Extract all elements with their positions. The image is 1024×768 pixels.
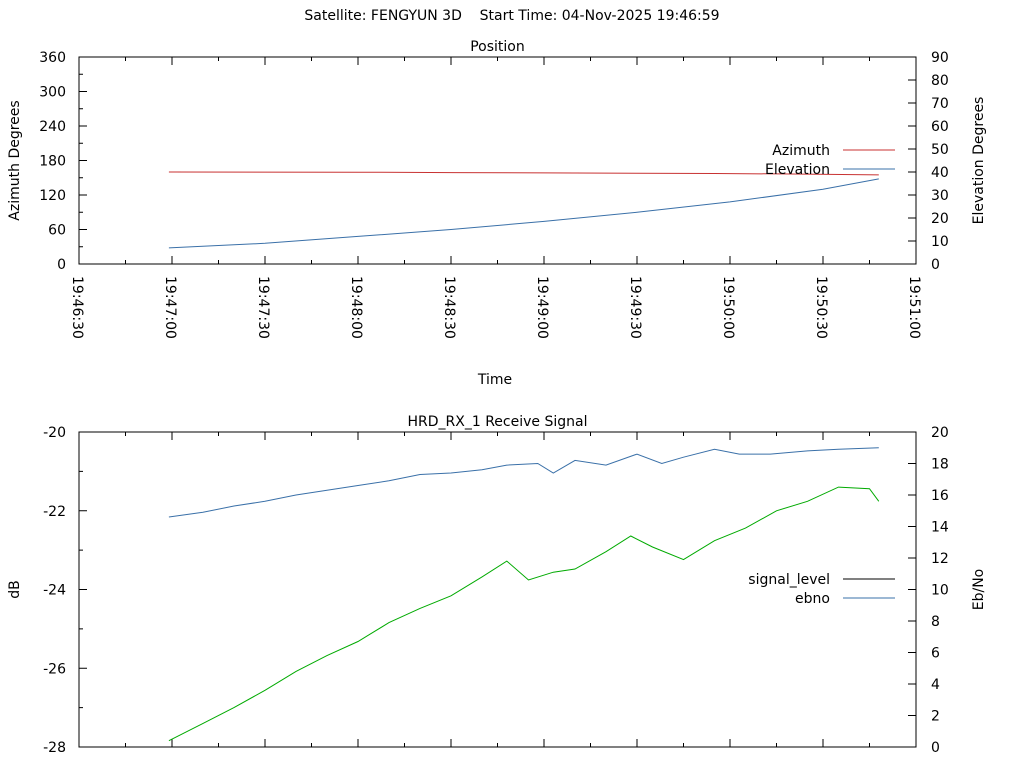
y2-tick-label-1: 80 bbox=[931, 73, 949, 89]
y-axis-label-2: dB bbox=[7, 580, 23, 599]
legend-label-ebno: ebno bbox=[795, 591, 830, 607]
plot-frame-2 bbox=[78, 431, 917, 748]
y2-tick-label-2: 10 bbox=[931, 583, 949, 599]
series-line-1-1 bbox=[168, 178, 879, 249]
y-tick-label-2: -26 bbox=[43, 661, 66, 677]
x-tick-label: 19:50:00 bbox=[720, 276, 736, 339]
x-axis-label: Time bbox=[477, 372, 512, 388]
y2-tick-label-1: 70 bbox=[931, 96, 949, 112]
y2-tick-label-2: 2 bbox=[931, 709, 940, 725]
y2-tick-label-1: 0 bbox=[931, 257, 940, 273]
x-tick-label: 19:51:00 bbox=[906, 276, 922, 339]
y-tick-label-1: 360 bbox=[39, 50, 66, 66]
y2-tick-label-1: 20 bbox=[931, 211, 949, 227]
series-line-2-2 bbox=[168, 486, 880, 742]
y2-tick-label-2: 4 bbox=[931, 677, 940, 693]
y-tick-label-1: 240 bbox=[39, 119, 66, 135]
y-tick-label-2: -22 bbox=[43, 504, 66, 520]
x-tick-label: 19:48:30 bbox=[441, 276, 457, 339]
chart-title-2: HRD_RX_1 Receive Signal bbox=[408, 414, 588, 430]
y-tick-label-1: 0 bbox=[57, 257, 66, 273]
y2-tick-label-2: 8 bbox=[931, 614, 940, 630]
y2-tick-label-1: 40 bbox=[931, 165, 949, 181]
y-axis-label-1: Azimuth Degrees bbox=[7, 100, 23, 220]
y2-axis-label-2: Eb/No bbox=[971, 569, 987, 611]
y2-tick-label-2: 6 bbox=[931, 646, 940, 662]
y-tick-label-2: -28 bbox=[43, 740, 66, 756]
y-tick-label-1: 60 bbox=[48, 223, 66, 239]
legend-label-azimuth: Azimuth bbox=[772, 143, 830, 159]
y2-tick-label-2: 16 bbox=[931, 488, 949, 504]
legend-label-signal-level: signal_level bbox=[748, 572, 830, 588]
x-tick-label: 19:49:00 bbox=[534, 276, 550, 339]
legend-label-elevation: Elevation bbox=[765, 162, 830, 178]
page-title: Satellite: FENGYUN 3D Start Time: 04-Nov… bbox=[304, 8, 720, 24]
x-tick-label: 19:47:30 bbox=[255, 276, 271, 339]
y2-tick-label-2: 0 bbox=[931, 740, 940, 756]
y2-tick-label-1: 10 bbox=[931, 234, 949, 250]
x-tick-label: 19:47:00 bbox=[162, 276, 178, 339]
plot-frame-1 bbox=[78, 56, 917, 265]
chart-title-1: Position bbox=[470, 39, 525, 55]
y2-tick-label-1: 30 bbox=[931, 188, 949, 204]
x-tick-label: 19:46:30 bbox=[69, 276, 85, 339]
y2-axis-label-1: Elevation Degrees bbox=[971, 97, 987, 225]
series-line-2-1 bbox=[168, 447, 879, 518]
y2-tick-label-2: 18 bbox=[931, 457, 949, 473]
y-tick-label-1: 180 bbox=[39, 154, 66, 170]
y-tick-label-1: 300 bbox=[39, 85, 66, 101]
y2-tick-label-1: 60 bbox=[931, 119, 949, 135]
y2-tick-label-2: 14 bbox=[931, 520, 949, 536]
x-tick-label: 19:49:30 bbox=[627, 276, 643, 339]
y2-tick-label-1: 90 bbox=[931, 50, 949, 66]
series-line-1-0 bbox=[168, 171, 879, 176]
x-tick-label: 19:48:00 bbox=[348, 276, 364, 339]
y-tick-label-1: 120 bbox=[39, 188, 66, 204]
y2-tick-label-1: 50 bbox=[931, 142, 949, 158]
y2-tick-label-2: 12 bbox=[931, 551, 949, 567]
y2-tick-label-2: 20 bbox=[931, 425, 949, 441]
y-tick-label-2: -24 bbox=[43, 583, 66, 599]
x-tick-label: 19:50:30 bbox=[813, 276, 829, 339]
y-tick-label-2: -20 bbox=[43, 425, 66, 441]
